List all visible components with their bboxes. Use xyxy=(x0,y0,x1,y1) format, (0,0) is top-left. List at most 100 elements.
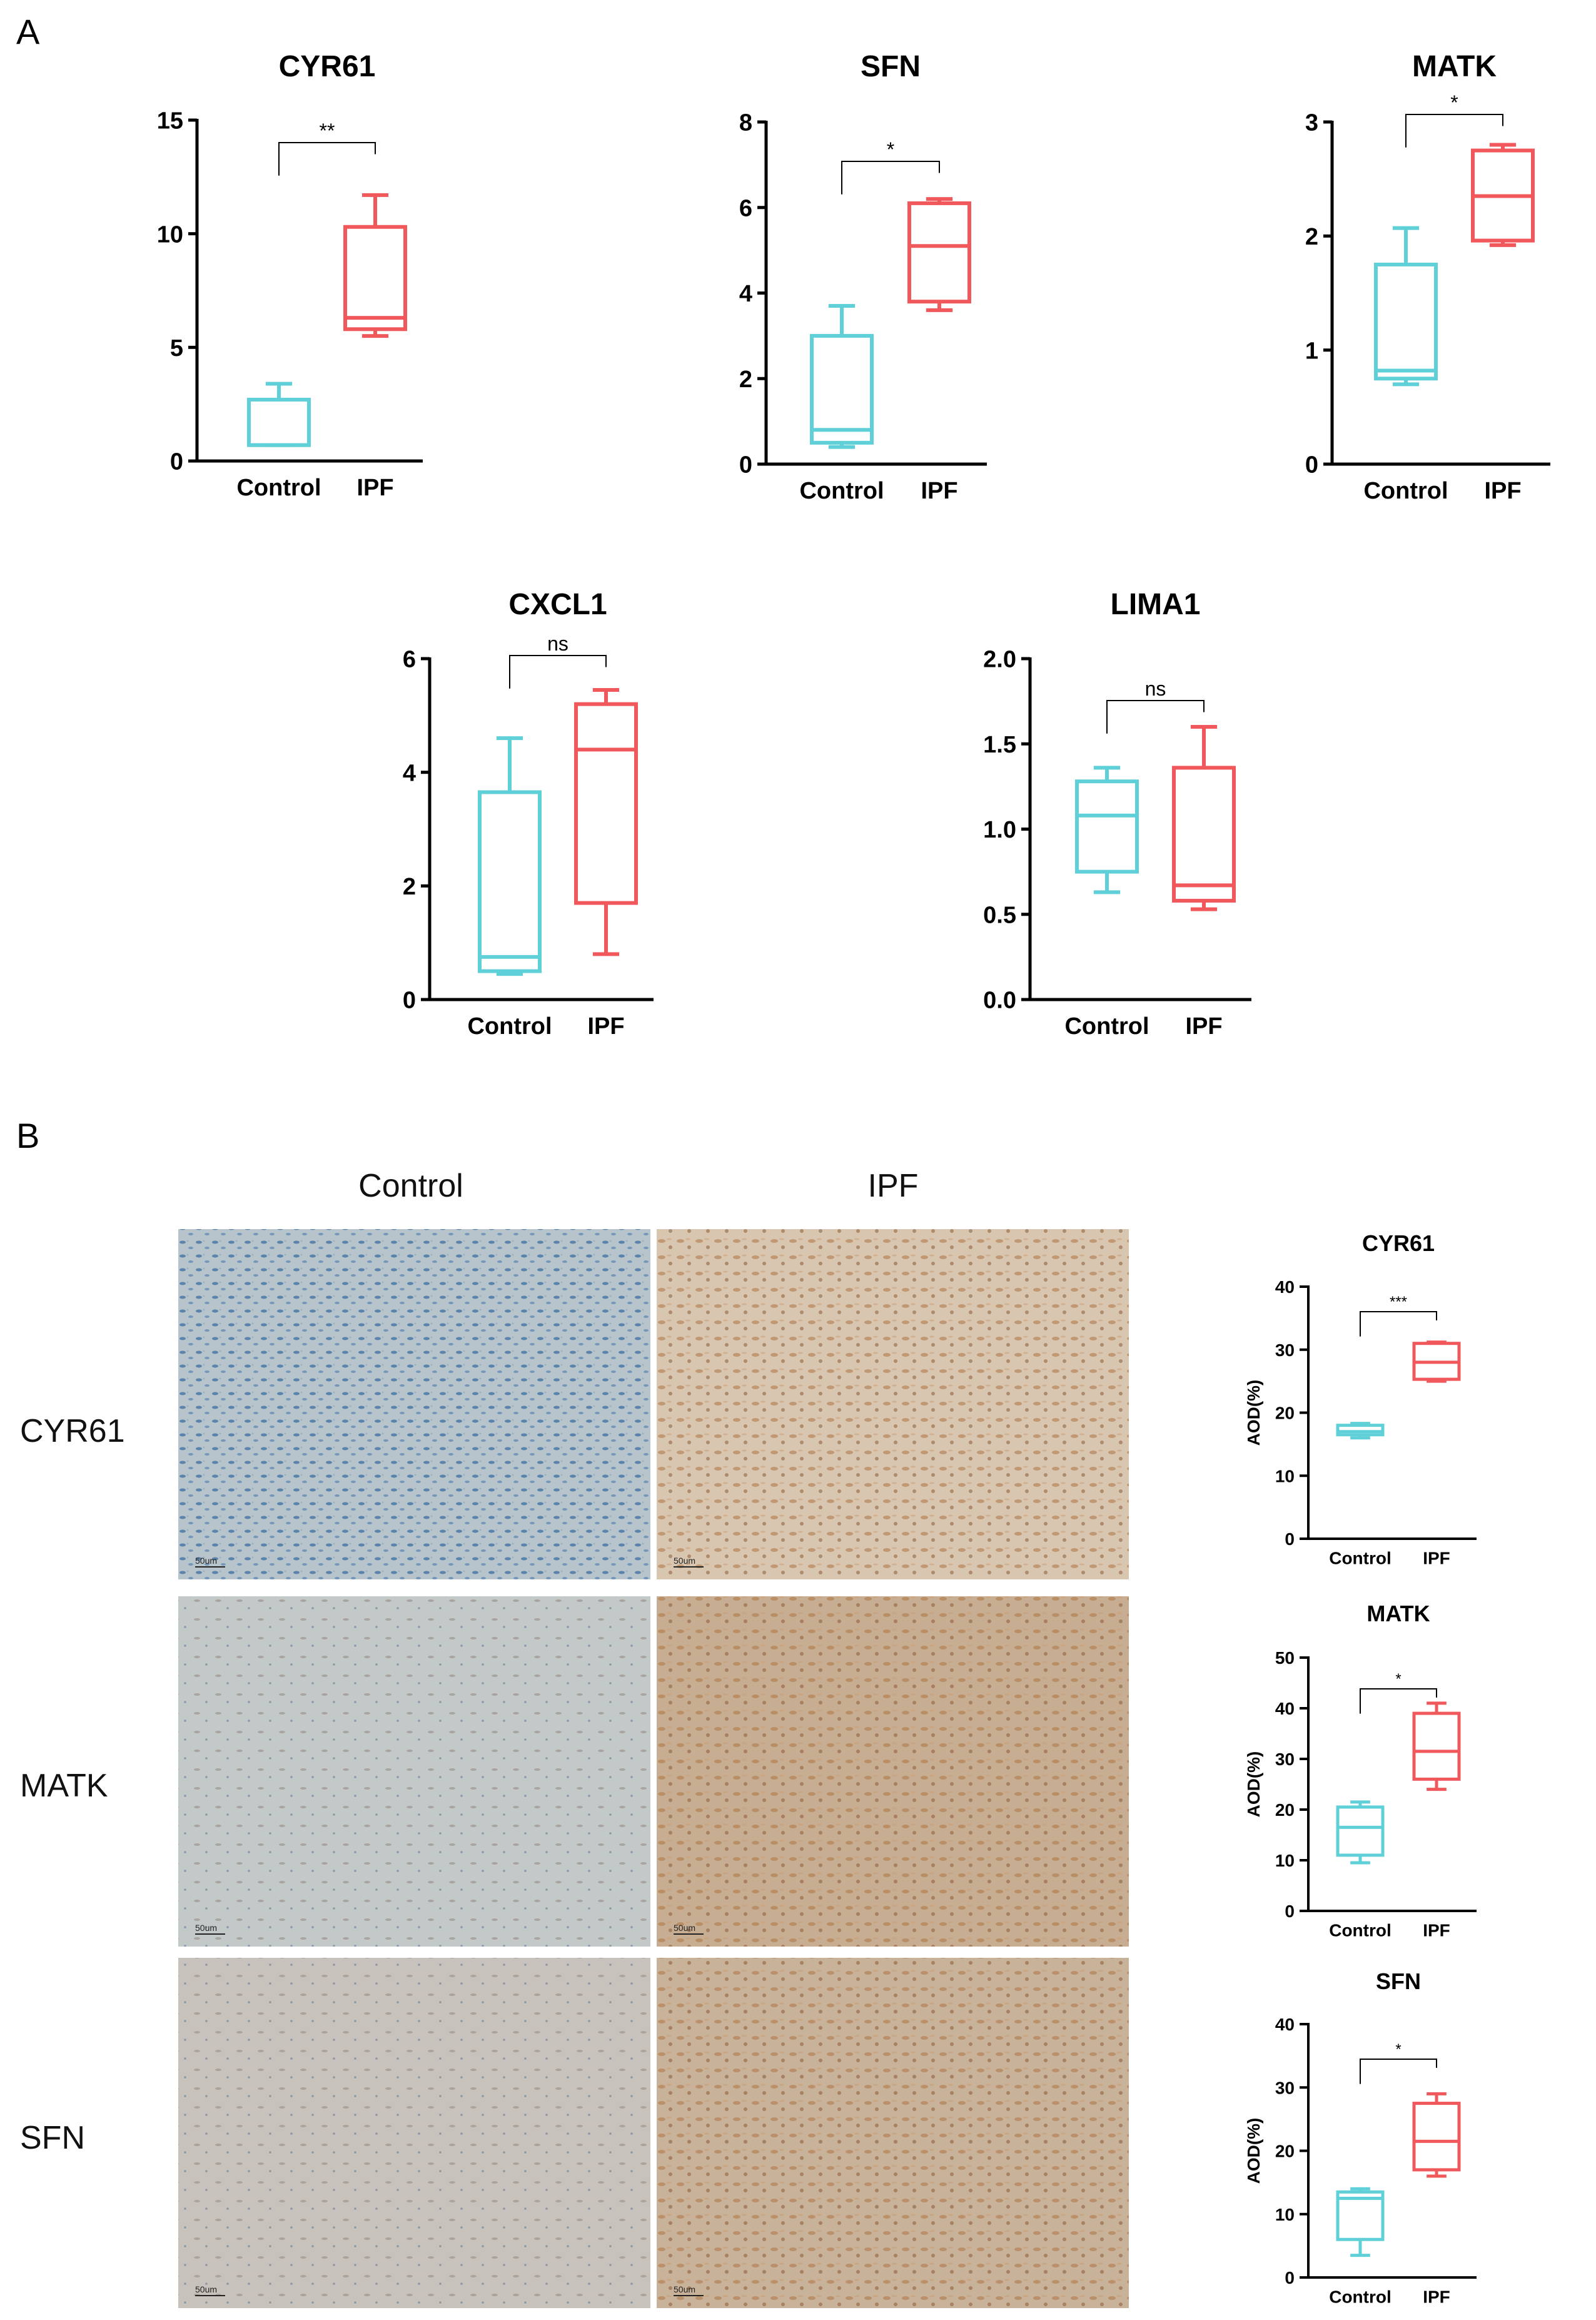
y-tick-label: 0 xyxy=(739,452,752,479)
significance-label: * xyxy=(1395,1671,1401,1688)
box-control xyxy=(1336,1800,1385,1865)
y-tick-label: 10 xyxy=(1275,2205,1295,2224)
x-tick-label: Control xyxy=(1329,1549,1391,1568)
scale-bar-label: 50um xyxy=(195,1923,217,1933)
y-tick-label: 0 xyxy=(1305,452,1318,479)
significance-bracket xyxy=(1360,2059,1437,2084)
chart-title: SFN xyxy=(861,50,921,83)
chart-a-cxcl1: CXCL1 0 2 4 6 Control IPF ns xyxy=(403,588,654,1040)
y-tick-label: 10 xyxy=(1275,1466,1295,1486)
x-tick-label: Control xyxy=(1329,1921,1391,1940)
row-label-cyr61: CYR61 xyxy=(20,1413,125,1449)
column-header-ipf: IPF xyxy=(868,1168,919,1204)
micrograph-control-cyr61: 50um xyxy=(178,1229,650,1579)
x-tick-label: Control xyxy=(467,1013,552,1040)
box-control xyxy=(1336,2187,1385,2257)
scale-bar-label: 50um xyxy=(674,2284,695,2294)
chart-b-cyr61: CYR61 0 10 20 30 40 Control IPF AOD(%) *** xyxy=(1244,1230,1477,1568)
y-tick-label: 40 xyxy=(1275,2015,1295,2034)
box-control xyxy=(1336,1422,1385,1440)
box-iqr xyxy=(478,790,542,973)
box-ipf xyxy=(574,687,638,956)
y-axis-label: AOD(%) xyxy=(1244,2118,1263,2184)
scale-bar-label: 50um xyxy=(195,2284,217,2294)
box-ipf xyxy=(1172,725,1236,911)
box-iqr xyxy=(1412,1711,1461,1781)
chart-a-matk: MATK 0 1 2 3 Control IPF * xyxy=(1305,50,1550,504)
y-tick-label: 1.0 xyxy=(983,817,1016,843)
box-ipf xyxy=(1412,1701,1461,1791)
y-tick-label: 0.0 xyxy=(983,988,1016,1014)
x-tick-label: Control xyxy=(1363,478,1448,504)
scale-bar-label: 50um xyxy=(195,1556,217,1566)
x-tick-label: Control xyxy=(1329,2287,1391,2307)
box-control xyxy=(1374,226,1438,387)
significance-bracket xyxy=(1360,1311,1437,1337)
box-iqr xyxy=(907,201,971,304)
box-iqr xyxy=(343,225,407,332)
scale-bar-label: 50um xyxy=(674,1556,695,1566)
y-tick-label: 4 xyxy=(403,760,416,786)
significance-bracket xyxy=(509,655,607,689)
y-tick-label: 2 xyxy=(403,874,416,900)
box-iqr xyxy=(574,702,638,905)
y-tick-label: 0.5 xyxy=(983,902,1016,928)
column-header-control: Control xyxy=(358,1168,463,1204)
micrograph-grid: Control IPF CYR61 MATK SFN 50um 50um 50u… xyxy=(20,1168,1129,2308)
box-iqr xyxy=(810,333,874,445)
x-tick-label: Control xyxy=(236,475,321,501)
chart-a-cyr61: CYR61 0 5 10 15 Control IPF ** xyxy=(157,50,423,501)
y-tick-label: 1.5 xyxy=(983,732,1016,758)
chart-title: CYR61 xyxy=(279,50,376,83)
x-tick-label: IPF xyxy=(1484,478,1521,504)
box-ipf xyxy=(1471,143,1535,247)
y-tick-label: 0 xyxy=(403,988,416,1014)
box-iqr xyxy=(247,397,311,447)
significance-label: * xyxy=(887,138,894,161)
micrograph-control-matk: 50um xyxy=(178,1596,650,1947)
x-tick-label: Control xyxy=(799,478,884,504)
y-tick-label: 10 xyxy=(1275,1851,1295,1870)
chart-a-sfn: SFN 0 2 4 6 8 Control IPF * xyxy=(739,50,987,504)
y-tick-label: 50 xyxy=(1275,1648,1295,1668)
significance-label: ns xyxy=(1145,677,1166,700)
box-iqr xyxy=(1172,766,1236,903)
y-tick-label: 0 xyxy=(1285,1902,1295,1921)
y-tick-label: 2.0 xyxy=(983,647,1016,673)
y-tick-label: 0 xyxy=(170,449,183,475)
box-ipf xyxy=(1412,1340,1461,1383)
y-tick-label: 15 xyxy=(157,108,183,134)
significance-bracket xyxy=(1106,700,1205,734)
y-tick-label: 30 xyxy=(1275,1340,1295,1360)
y-tick-label: 2 xyxy=(1305,224,1318,250)
y-tick-label: 30 xyxy=(1275,1750,1295,1769)
x-tick-label: IPF xyxy=(921,478,957,504)
box-ipf xyxy=(343,193,407,338)
box-iqr xyxy=(1374,262,1438,381)
y-axis-label: AOD(%) xyxy=(1244,1380,1263,1446)
micrograph-ipf-matk: 50um xyxy=(657,1596,1129,1947)
x-tick-label: Control xyxy=(1064,1013,1149,1040)
box-iqr xyxy=(1336,2190,1385,2241)
micrograph-control-sfn: 50um xyxy=(178,1958,650,2308)
box-ipf xyxy=(1412,2092,1461,2178)
y-tick-label: 30 xyxy=(1275,2078,1295,2097)
y-tick-label: 6 xyxy=(739,195,752,221)
y-tick-label: 20 xyxy=(1275,2142,1295,2161)
significance-label: * xyxy=(1450,91,1458,114)
panel-label-b: B xyxy=(16,1116,39,1155)
chart-b-matk: MATK 0 10 20 30 40 50 Control IPF AOD(%) * xyxy=(1244,1601,1477,1940)
x-tick-label: IPF xyxy=(587,1013,624,1040)
significance-label: ** xyxy=(320,119,335,142)
significance-bracket xyxy=(841,161,940,195)
x-tick-label: IPF xyxy=(1423,1921,1450,1940)
row-label-sfn: SFN xyxy=(20,2120,85,2156)
significance-bracket xyxy=(1405,114,1503,148)
chart-title: CYR61 xyxy=(1362,1230,1435,1256)
y-tick-label: 40 xyxy=(1275,1699,1295,1718)
box-control xyxy=(1075,766,1139,894)
box-iqr xyxy=(1336,1805,1385,1857)
y-axis-label: AOD(%) xyxy=(1244,1751,1263,1818)
significance-label: * xyxy=(1395,2041,1401,2058)
chart-title: LIMA1 xyxy=(1111,588,1201,621)
